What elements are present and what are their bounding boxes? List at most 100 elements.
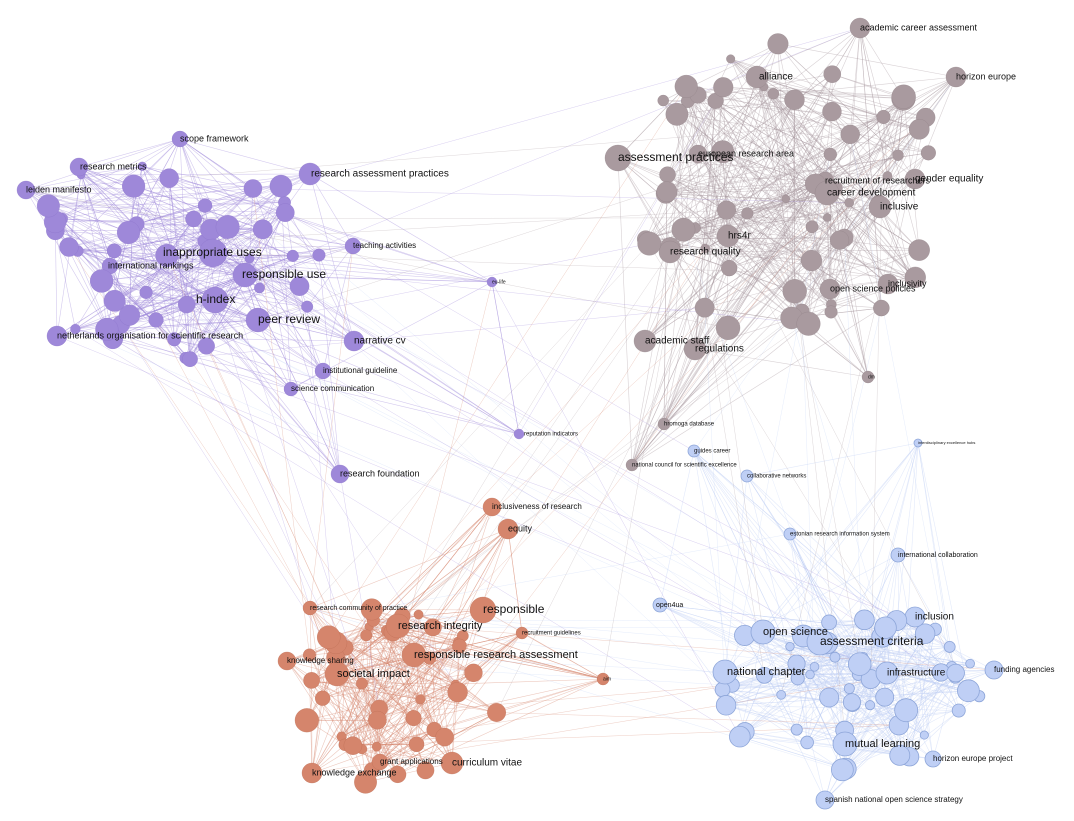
edge [496,678,604,713]
node [69,157,89,177]
edge [857,674,901,756]
node [155,243,179,267]
edge [77,250,308,307]
edge [48,138,181,207]
node [767,87,780,100]
node [665,102,689,126]
edge [832,73,904,99]
edge [852,646,950,705]
edge [781,694,852,703]
edge [61,173,311,220]
node [330,464,350,484]
edge [128,229,263,233]
node [148,312,164,328]
edge [694,192,828,229]
edge [844,237,869,378]
edge [659,604,885,630]
node [875,661,899,685]
node [371,753,389,771]
edge [80,174,168,256]
node [781,194,791,204]
edge [667,111,833,175]
edge [311,672,474,774]
node [95,317,119,341]
edge [801,311,815,667]
edge [55,230,115,252]
edge [887,98,904,177]
edge [106,319,259,330]
edge [829,277,916,290]
edge [727,217,828,329]
edge [322,370,380,709]
edge [693,450,733,686]
edge [109,188,254,267]
edge [322,245,354,372]
edge [797,678,900,756]
edge [725,99,795,234]
edge [335,642,458,693]
edge [306,306,520,435]
edge [830,283,889,313]
edge [756,76,860,665]
edge [397,506,493,627]
edge [114,185,282,302]
edge [756,76,803,312]
node [356,677,368,690]
edge [344,635,464,746]
node [277,651,297,671]
node [849,17,871,39]
edge [341,654,415,737]
node [882,171,893,181]
node [415,694,426,705]
node [171,130,189,148]
edge [617,157,888,177]
edge [844,629,936,745]
edge [78,166,293,257]
edge [762,631,853,703]
edge [722,633,926,690]
edge [746,475,864,657]
node-label: horizon europe [956,71,1016,81]
edge [666,154,831,193]
edge [68,246,259,321]
edge [631,154,831,466]
edge [142,165,253,189]
nodes [16,17,1004,810]
edge [114,300,187,305]
node [197,198,213,213]
edge [112,338,341,475]
edge [371,528,509,771]
edge [796,636,883,730]
node [405,710,422,727]
edge [835,154,899,189]
edge [352,699,421,746]
edge [777,43,832,313]
edge [730,58,833,112]
edge [56,258,250,337]
edge [179,138,212,230]
edge [249,258,324,372]
node [805,669,815,680]
edge [366,506,493,636]
edge [839,239,920,251]
node [254,282,265,294]
edge [166,255,175,340]
node [829,230,850,250]
edge [81,165,143,176]
edge [392,631,604,680]
edge [666,73,833,193]
node [790,723,803,736]
edge [378,657,430,709]
edge [704,307,727,706]
edge [173,205,206,340]
edge [884,629,925,736]
edge [617,157,809,324]
edge [879,96,904,208]
edge [352,635,367,746]
edge [309,607,421,700]
edge [371,609,459,642]
edge [397,625,474,674]
edge [56,274,246,337]
node [671,217,696,242]
edge [344,635,367,745]
